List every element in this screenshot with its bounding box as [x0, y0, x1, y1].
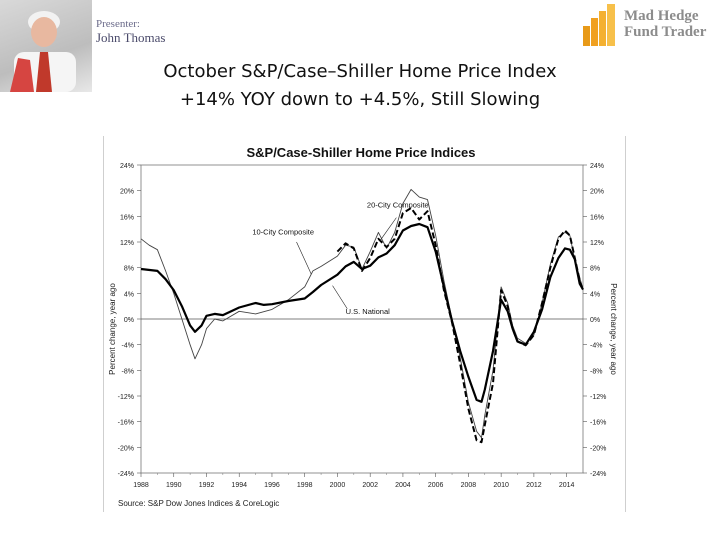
- slide-title-line1: October S&P/Case–Shiller Home Price Inde…: [163, 61, 557, 82]
- slide-title: October S&P/Case–Shiller Home Price Inde…: [0, 58, 720, 114]
- y-tick-label-left: -24%: [118, 471, 134, 478]
- x-tick-label: 2004: [395, 482, 411, 489]
- annotation-leader: [296, 241, 312, 275]
- y-tick-label-left: 8%: [124, 266, 134, 273]
- x-tick-label: 1994: [231, 482, 247, 489]
- presenter-label: Presenter:: [96, 18, 140, 30]
- x-tick-label: 2014: [559, 482, 575, 489]
- x-tick-label: 2010: [493, 482, 509, 489]
- annotation-label: 20-City Composite: [367, 200, 429, 209]
- chart-title: S&P/Case-Shiller Home Price Indices: [246, 145, 475, 160]
- x-tick-label: 2002: [362, 482, 378, 489]
- bar-chart-logo-icon: [583, 4, 615, 46]
- y-tick-label-right: 8%: [590, 266, 600, 273]
- y-tick-label-left: 4%: [124, 291, 134, 298]
- slide-title-line2: +14% YOY down to +4.5%, Still Slowing: [179, 89, 541, 110]
- y-tick-label-left: -4%: [122, 343, 134, 350]
- y-tick-label-left: -8%: [122, 368, 134, 375]
- y-tick-label-left: -20%: [118, 445, 134, 452]
- chart-frame: S&P/Case-Shiller Home Price Indices 24% 2…: [103, 136, 626, 512]
- mad-hedge-logo: Mad Hedge Fund Trader: [578, 0, 720, 50]
- x-tick-label: 2006: [428, 482, 444, 489]
- chart-source: Source: S&P Dow Jones Indices & CoreLogi…: [118, 499, 279, 508]
- y-tick-label-right: 16%: [590, 214, 604, 221]
- y-tick-label-right: 12%: [590, 240, 604, 247]
- y-tick-label-left: 20%: [120, 189, 134, 196]
- y-tick-label-right: 0%: [590, 317, 600, 324]
- presenter-name: John Thomas: [96, 30, 166, 45]
- x-tick-label: 1996: [264, 482, 280, 489]
- y-tick-label-left: 0%: [124, 317, 134, 324]
- x-tick-label: 1992: [199, 482, 215, 489]
- y-tick-label-left: 12%: [120, 240, 134, 247]
- x-tick-label: 1988: [133, 482, 149, 489]
- y-tick-label-right: 20%: [590, 189, 604, 196]
- x-tick-label: 2012: [526, 482, 542, 489]
- case-shiller-chart: S&P/Case-Shiller Home Price Indices 24% 2…: [108, 145, 618, 508]
- y-tick-label-left: 16%: [120, 214, 134, 221]
- presenter-photo: [0, 0, 92, 92]
- y-tick-label-right: 4%: [590, 291, 600, 298]
- logo-line1: Mad Hedge: [624, 8, 699, 24]
- y-axis-label-left: Percent change, year ago: [108, 283, 117, 375]
- y-tick-label-right: -12%: [590, 394, 606, 401]
- x-tick-label: 2008: [461, 482, 477, 489]
- annotation-leader: [332, 285, 348, 309]
- y-tick-label-right: -24%: [590, 471, 606, 478]
- y-tick-label-right: 24%: [590, 163, 604, 170]
- x-tick-label: 2000: [330, 482, 346, 489]
- annotation-label: U.S. National: [346, 307, 391, 316]
- y-tick-label-left: -16%: [118, 420, 134, 427]
- logo-line2: Fund Trader: [624, 24, 707, 40]
- y-tick-label-right: -16%: [590, 420, 606, 427]
- y-tick-label-right: -8%: [590, 368, 602, 375]
- y-tick-label-left: -12%: [118, 394, 134, 401]
- x-tick-label: 1998: [297, 482, 313, 489]
- y-tick-label-left: 24%: [120, 163, 134, 170]
- y-tick-label-right: -4%: [590, 343, 602, 350]
- y-axis-label-right: Percent change, year ago: [609, 283, 618, 375]
- annotation-leader: [379, 217, 397, 241]
- y-tick-label-right: -20%: [590, 445, 606, 452]
- x-tick-label: 1990: [166, 482, 182, 489]
- series-line-u-s-national: [140, 222, 584, 403]
- annotation-label: 10-City Composite: [252, 227, 314, 236]
- presenter-info: Presenter: John Thomas: [96, 18, 165, 45]
- series-line-20-city-composite: [336, 207, 584, 444]
